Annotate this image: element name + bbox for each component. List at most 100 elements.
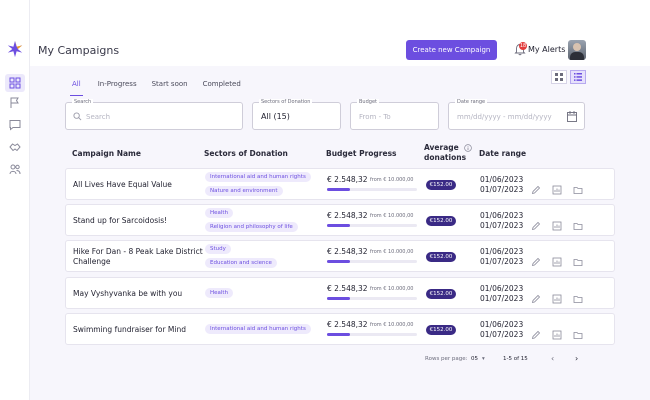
next-page-button[interactable]: › xyxy=(575,354,579,363)
dashboard-grid-icon xyxy=(9,77,21,89)
date-range-placeholder: mm/dd/yyyy - mm/dd/yyyy xyxy=(457,113,552,121)
list-view-icon xyxy=(574,73,582,81)
budget-amount: € 2.548,32 xyxy=(327,247,368,256)
edit-icon[interactable] xyxy=(531,325,541,340)
sector-chip: Education and science xyxy=(205,258,277,268)
edit-icon[interactable] xyxy=(531,289,541,304)
sidebar-item-messages[interactable] xyxy=(8,118,22,132)
sidebar-item-dashboard[interactable] xyxy=(5,74,25,92)
page-title: My Campaigns xyxy=(38,44,120,57)
create-campaign-button[interactable]: Create new Campaign xyxy=(406,40,497,60)
statistics-icon[interactable] xyxy=(552,325,562,340)
end-date: 01/07/2023 xyxy=(480,221,524,230)
app-logo-icon[interactable] xyxy=(6,40,24,58)
statistics-icon[interactable] xyxy=(552,216,562,231)
search-placeholder: Search xyxy=(86,113,111,121)
grid-view-icon xyxy=(555,73,563,81)
grid-view-button[interactable] xyxy=(551,70,567,84)
message-icon xyxy=(9,120,21,131)
end-date: 01/07/2023 xyxy=(480,294,524,303)
edit-icon[interactable] xyxy=(531,216,541,231)
budget-progress-bar xyxy=(327,260,417,263)
start-date: 01/06/2023 xyxy=(480,175,524,184)
statistics-icon[interactable] xyxy=(552,252,562,267)
budget-target: from € 10.000,00 xyxy=(370,213,414,219)
statistics-icon[interactable] xyxy=(552,180,562,195)
column-header-average-line1[interactable]: Average xyxy=(424,143,459,152)
tab-in-progress[interactable]: In-Progress xyxy=(97,80,137,88)
chevron-down-icon[interactable]: ▾ xyxy=(482,356,485,362)
previous-page-button[interactable]: ‹ xyxy=(551,354,555,363)
campaign-name[interactable]: Hike For Dan - 8 Peak Lake District Chal… xyxy=(73,247,203,267)
sidebar-item-team[interactable] xyxy=(8,162,22,176)
folder-icon[interactable] xyxy=(573,252,583,266)
budget-target: from € 10.000,00 xyxy=(370,249,414,255)
campaign-name-line1: Hike For Dan - 8 Peak Lake District xyxy=(73,247,203,256)
search-field[interactable]: Search Search xyxy=(65,99,243,130)
date-range: 01/06/2023 01/07/2023 xyxy=(480,211,523,231)
table-row[interactable]: Stand up for Sarcoidosis! Health Religion… xyxy=(65,204,615,236)
campaign-name-line1: May Vyshyvanka be with you xyxy=(73,289,183,298)
handshake-icon xyxy=(9,143,21,152)
sidebar-item-donations[interactable] xyxy=(8,140,22,154)
content-panel: All In-Progress Start soon Completed Search… xyxy=(30,66,650,400)
start-date: 01/06/2023 xyxy=(480,247,524,256)
table-row[interactable]: Swimming fundraiser for Mind Internation… xyxy=(65,313,615,345)
campaign-name-line2: Challenge xyxy=(73,257,111,266)
start-date: 01/06/2023 xyxy=(480,284,524,293)
list-view-button[interactable] xyxy=(570,70,586,84)
tab-start-soon[interactable]: Start soon xyxy=(151,80,188,88)
status-tabs: All In-Progress Start soon Completed xyxy=(70,80,256,96)
column-header-budget[interactable]: Budget Progress xyxy=(326,149,397,158)
tab-completed[interactable]: Completed xyxy=(202,80,241,88)
average-donation-badge: €152.00 xyxy=(426,289,456,299)
statistics-icon[interactable] xyxy=(552,289,562,304)
column-header-name[interactable]: Campaign Name xyxy=(72,149,141,158)
my-alerts-link[interactable]: My Alerts xyxy=(528,45,566,54)
tab-all[interactable]: All xyxy=(70,80,83,96)
calendar-icon[interactable] xyxy=(567,111,577,122)
budget-progress-bar xyxy=(327,297,417,300)
folder-icon[interactable] xyxy=(573,325,583,339)
sector-chip: Health xyxy=(205,288,234,298)
search-label: Search xyxy=(72,99,94,105)
end-date: 01/07/2023 xyxy=(480,330,524,339)
folder-icon[interactable] xyxy=(573,180,583,194)
table-row[interactable]: Hike For Dan - 8 Peak Lake District Chal… xyxy=(65,240,615,272)
rows-per-page-select[interactable]: 05 xyxy=(471,356,478,362)
table-row[interactable]: May Vyshyvanka be with you Health € 2.548… xyxy=(65,277,615,309)
budget-target: from € 10.000,00 xyxy=(370,322,414,328)
view-toggle xyxy=(551,70,586,84)
budget-amount: € 2.548,32 xyxy=(327,175,368,184)
average-donation-badge: €152.00 xyxy=(426,216,456,226)
campaign-name[interactable]: May Vyshyvanka be with you xyxy=(73,289,182,299)
sectors-select[interactable]: Sectors of Donation All (15) xyxy=(252,99,341,130)
table-header: Campaign Name Sectors of Donation Budget… xyxy=(65,140,615,168)
campaign-name-line1: Swimming fundraiser for Mind xyxy=(73,325,186,334)
date-range-field[interactable]: Date range mm/dd/yyyy - mm/dd/yyyy xyxy=(448,99,585,130)
folder-icon[interactable] xyxy=(573,289,583,303)
campaign-name[interactable]: Swimming fundraiser for Mind xyxy=(73,325,186,335)
budget-field[interactable]: Budget From - To xyxy=(350,99,439,130)
edit-icon[interactable] xyxy=(531,180,541,195)
alerts-count-badge: 18 xyxy=(519,42,527,50)
table-row[interactable]: All Lives Have Equal Value International… xyxy=(65,168,615,200)
pagination-range: 1-5 of 15 xyxy=(503,356,528,362)
campaign-name[interactable]: Stand up for Sarcoidosis! xyxy=(73,216,167,226)
sector-chip: Study xyxy=(205,244,231,254)
column-header-sectors[interactable]: Sectors of Donation xyxy=(204,149,288,158)
info-icon[interactable] xyxy=(464,144,472,152)
folder-icon[interactable] xyxy=(573,216,583,230)
user-avatar[interactable] xyxy=(568,40,586,60)
budget-target: from € 10.000,00 xyxy=(370,286,414,292)
campaigns-table: Campaign Name Sectors of Donation Budget… xyxy=(65,140,615,345)
sectors-filter-label: Sectors of Donation xyxy=(259,99,313,105)
column-header-average-line2[interactable]: donations xyxy=(424,153,467,162)
sector-chip: International aid and human rights xyxy=(205,324,311,334)
edit-icon[interactable] xyxy=(531,252,541,267)
sidebar-item-campaigns[interactable] xyxy=(8,96,22,110)
column-header-date[interactable]: Date range xyxy=(479,149,527,158)
flag-icon xyxy=(10,97,19,108)
campaign-name[interactable]: All Lives Have Equal Value xyxy=(73,180,172,190)
date-range: 01/06/2023 01/07/2023 xyxy=(480,175,523,195)
